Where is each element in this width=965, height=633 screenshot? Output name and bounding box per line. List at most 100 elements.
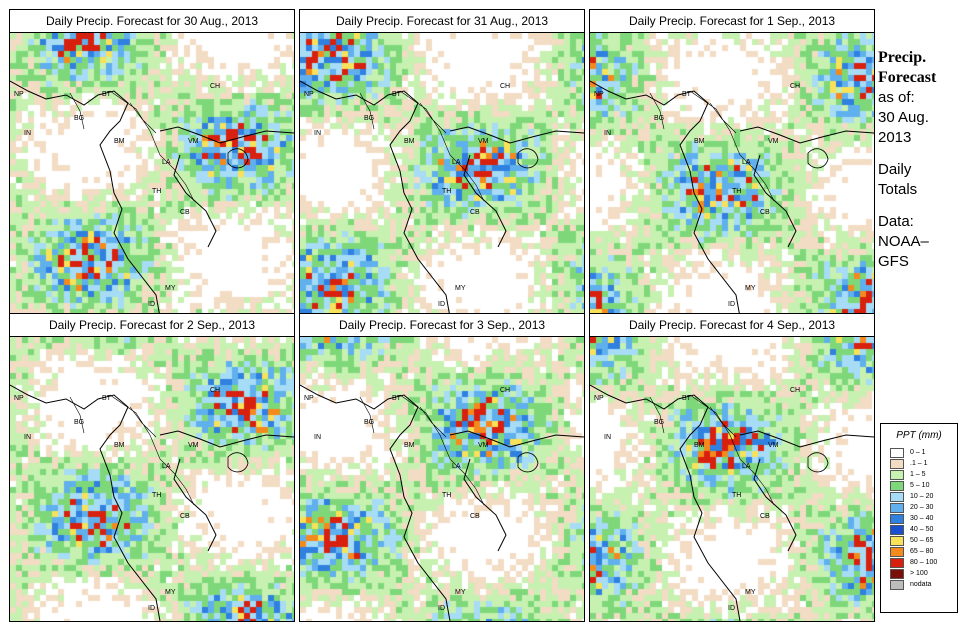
legend-item: 5 – 10 bbox=[881, 480, 957, 491]
daily-totals-line2: Totals bbox=[878, 181, 918, 198]
precip-raster bbox=[10, 33, 294, 317]
as-of-label: as of: bbox=[878, 89, 915, 106]
legend-swatch bbox=[890, 568, 904, 579]
country-label-id: ID bbox=[728, 605, 735, 612]
country-label-vm: VM bbox=[768, 442, 779, 449]
country-label-id: ID bbox=[438, 605, 445, 612]
country-label-vm: VM bbox=[188, 138, 199, 145]
country-label-cb: CB bbox=[760, 513, 770, 520]
country-label-bg: BG bbox=[654, 419, 665, 426]
coastline-overlay bbox=[300, 80, 584, 317]
legend-label: 50 – 65 bbox=[910, 536, 934, 544]
coastline-overlay bbox=[590, 384, 874, 621]
legend-label: 20 – 30 bbox=[910, 503, 934, 511]
panel-title: Daily Precip. Forecast for 1 Sep., 2013 bbox=[589, 9, 875, 33]
legend-label: > 100 bbox=[910, 569, 928, 577]
country-label-in: IN bbox=[604, 130, 611, 137]
daily-totals-line1: Daily bbox=[878, 161, 912, 178]
country-label-ch: CH bbox=[500, 83, 511, 90]
country-label-my: MY bbox=[455, 589, 466, 596]
country-label-cb: CB bbox=[760, 209, 770, 216]
country-label-la: LA bbox=[742, 159, 751, 166]
legend-swatch bbox=[890, 557, 904, 568]
panel-title: Daily Precip. Forecast for 4 Sep., 2013 bbox=[589, 313, 875, 337]
country-label-la: LA bbox=[162, 463, 171, 470]
data-source-line3: GFS bbox=[878, 253, 909, 270]
country-label-bm: BM bbox=[114, 138, 125, 145]
precip-raster bbox=[590, 337, 874, 621]
country-label-la: LA bbox=[452, 463, 461, 470]
country-label-in: IN bbox=[314, 434, 321, 441]
panel-title: Daily Precip. Forecast for 31 Aug., 2013 bbox=[299, 9, 585, 33]
precip-legend: PPT (mm) 0 – 1 .1 – 1 1 – 5 5 – 10 10 – 20 20… bbox=[880, 423, 958, 613]
country-label-bm: BM bbox=[114, 442, 125, 449]
precip-map: CH NP BT IN BG BM VM LA TH CB MY ID bbox=[589, 32, 875, 318]
country-label-bg: BG bbox=[654, 115, 665, 122]
country-label-in: IN bbox=[24, 130, 31, 137]
country-label-th: TH bbox=[442, 188, 452, 195]
sidebar-info: Precip. Forecast as of: 30 Aug. 2013 Dai… bbox=[878, 48, 963, 272]
country-label-ch: CH bbox=[500, 387, 511, 394]
country-label-my: MY bbox=[165, 589, 176, 596]
country-label-bg: BG bbox=[74, 115, 85, 122]
country-label-vm: VM bbox=[478, 138, 489, 145]
panel-title: Daily Precip. Forecast for 3 Sep., 2013 bbox=[299, 313, 585, 337]
country-label-bt: BT bbox=[392, 91, 401, 98]
legend-swatch bbox=[890, 579, 904, 590]
coastline-overlay bbox=[590, 80, 874, 317]
country-label-ch: CH bbox=[210, 387, 221, 394]
country-label-bt: BT bbox=[682, 91, 691, 98]
coastline-overlay bbox=[10, 384, 294, 621]
legend-label: 1 – 5 bbox=[910, 470, 926, 478]
country-label-bt: BT bbox=[392, 395, 401, 402]
country-label-id: ID bbox=[728, 301, 735, 308]
country-label-in: IN bbox=[314, 130, 321, 137]
legend-swatch bbox=[890, 502, 904, 513]
country-label-vm: VM bbox=[478, 442, 489, 449]
country-label-np: NP bbox=[304, 395, 314, 402]
country-label-bm: BM bbox=[404, 442, 415, 449]
country-label-la: LA bbox=[162, 159, 171, 166]
legend-label: 65 – 80 bbox=[910, 547, 934, 555]
sidebar-title-line1: Precip. bbox=[878, 49, 927, 66]
legend-item: > 100 bbox=[881, 568, 957, 579]
country-label-in: IN bbox=[604, 434, 611, 441]
country-label-vm: VM bbox=[188, 442, 199, 449]
legend-item: 50 – 65 bbox=[881, 535, 957, 546]
country-label-bm: BM bbox=[404, 138, 415, 145]
data-source-line2: NOAA– bbox=[878, 233, 929, 250]
precip-raster bbox=[300, 337, 584, 621]
country-label-vm: VM bbox=[768, 138, 779, 145]
country-label-cb: CB bbox=[180, 513, 190, 520]
legend-swatch bbox=[890, 546, 904, 557]
country-label-np: NP bbox=[594, 91, 604, 98]
coastline-overlay bbox=[300, 384, 584, 621]
legend-swatch bbox=[890, 513, 904, 524]
country-label-np: NP bbox=[304, 91, 314, 98]
legend-label: 30 – 40 bbox=[910, 514, 934, 522]
country-label-cb: CB bbox=[470, 209, 480, 216]
sidebar-title-line2: Forecast bbox=[878, 69, 937, 86]
precip-map: CH NP BT IN BG BM VM LA TH CB MY ID bbox=[299, 336, 585, 622]
country-label-la: LA bbox=[742, 463, 751, 470]
country-label-np: NP bbox=[14, 91, 24, 98]
legend-item: 10 – 20 bbox=[881, 491, 957, 502]
legend-label: 0 – 1 bbox=[910, 448, 926, 456]
country-label-bg: BG bbox=[364, 115, 375, 122]
country-label-in: IN bbox=[24, 434, 31, 441]
country-label-id: ID bbox=[438, 301, 445, 308]
panel-title: Daily Precip. Forecast for 30 Aug., 2013 bbox=[9, 9, 295, 33]
legend-swatch bbox=[890, 469, 904, 480]
legend-item: 1 – 5 bbox=[881, 469, 957, 480]
country-label-bm: BM bbox=[694, 138, 705, 145]
country-label-my: MY bbox=[455, 285, 466, 292]
legend-item: 65 – 80 bbox=[881, 546, 957, 557]
as-of-date-line1: 30 Aug. bbox=[878, 109, 929, 126]
legend-item: 0 – 1 bbox=[881, 447, 957, 458]
precip-map: CH NP BT IN BG BM VM LA TH CB MY ID bbox=[9, 32, 295, 318]
legend-swatch bbox=[890, 458, 904, 469]
country-label-ch: CH bbox=[210, 83, 221, 90]
country-label-cb: CB bbox=[180, 209, 190, 216]
legend-swatch bbox=[890, 524, 904, 535]
country-label-id: ID bbox=[148, 605, 155, 612]
